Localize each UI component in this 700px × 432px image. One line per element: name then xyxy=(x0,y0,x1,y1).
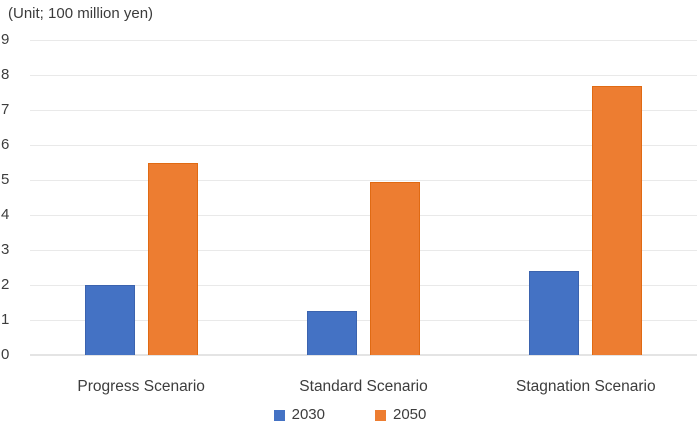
y-axis-tick-label: 7 xyxy=(1,101,10,118)
gridline xyxy=(30,285,697,286)
bar-2030-standard-scenario xyxy=(307,311,357,355)
bar-2050-stagnation-scenario xyxy=(592,85,643,355)
x-axis: Progress Scenario Standard Scenario Stagna… xyxy=(30,377,697,397)
bar-2050-standard-scenario xyxy=(370,181,420,355)
y-axis-tick-label: 8 xyxy=(1,66,10,83)
y-axis-tick-label: 9 xyxy=(1,31,10,48)
y-axis-tick-label: 5 xyxy=(1,171,10,188)
gridline xyxy=(30,250,697,251)
x-axis-category-label: Progress Scenario xyxy=(77,378,205,395)
legend-label: 2030 xyxy=(291,406,325,423)
y-axis-tick-label: 0 xyxy=(1,346,10,363)
x-axis-category-label: Standard Scenario xyxy=(299,378,428,395)
y-axis: 0 1 2 3 4 5 6 7 8 9 xyxy=(0,31,30,363)
legend-label: 2050 xyxy=(393,406,427,423)
legend-item-2050: 2050 xyxy=(375,407,426,423)
x-axis-category-label: Stagnation Scenario xyxy=(516,378,656,395)
plot-area xyxy=(30,40,697,356)
y-axis-tick-label: 4 xyxy=(1,206,10,223)
y-axis-tick-label: 1 xyxy=(1,311,10,328)
y-axis-tick-label: 6 xyxy=(1,136,10,153)
unit-label: (Unit; 100 million yen) xyxy=(8,5,154,22)
y-axis-tick-label: 2 xyxy=(1,276,10,293)
y-axis-tick-label: 3 xyxy=(1,241,10,258)
bar-2030-stagnation-scenario xyxy=(529,271,580,355)
bar-2050-progress-scenario xyxy=(147,162,198,355)
legend-item-2030: 2030 xyxy=(273,406,325,423)
gridline xyxy=(30,320,697,321)
legend: 2030 2050 xyxy=(0,407,700,423)
x-axis-line xyxy=(30,354,697,356)
legend-swatch-2050 xyxy=(375,409,386,421)
gridline xyxy=(30,75,697,76)
gridline xyxy=(30,180,697,181)
gridline xyxy=(30,110,697,111)
legend-swatch-2030 xyxy=(273,409,285,421)
gridline xyxy=(30,145,697,146)
gridline xyxy=(30,215,697,216)
bar-2030-progress-scenario xyxy=(84,285,135,355)
gridline xyxy=(30,40,697,41)
